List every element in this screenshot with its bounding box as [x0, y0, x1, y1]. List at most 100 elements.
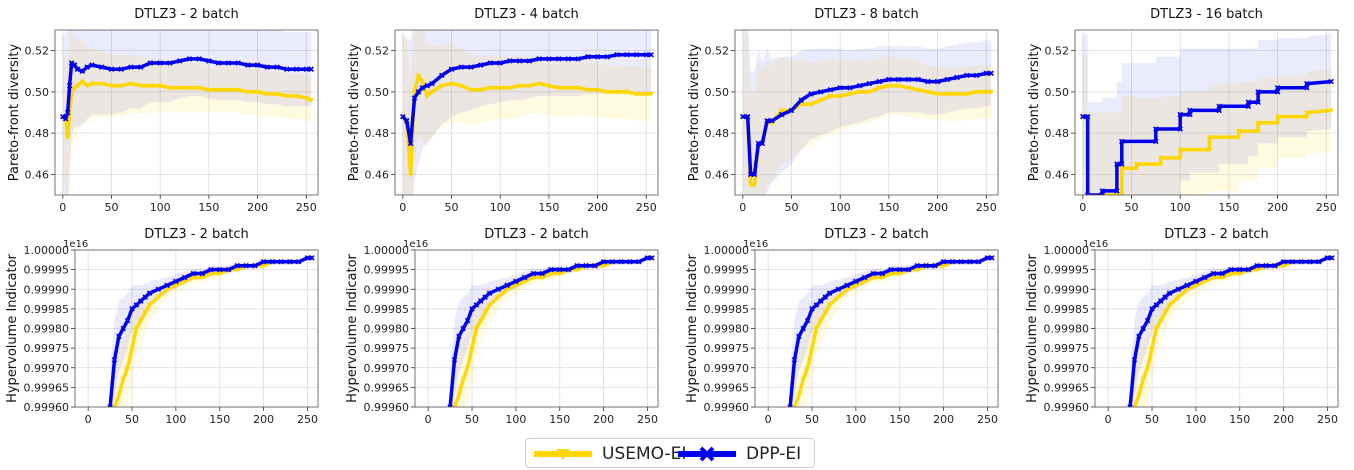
y-tick-label: 0.99975	[704, 342, 750, 355]
data-point	[478, 318, 484, 324]
data-point	[1145, 365, 1151, 371]
data-point	[415, 73, 421, 78]
data-point	[147, 60, 154, 66]
data-point	[469, 346, 475, 351]
confidence-band-dpp	[1082, 34, 1332, 195]
data-point	[1131, 405, 1138, 407]
series-layer	[447, 255, 655, 407]
data-point	[1153, 126, 1159, 132]
data-point	[847, 84, 853, 91]
data-point	[84, 64, 90, 70]
data-point	[594, 54, 601, 60]
legend-swatch-usemo	[534, 449, 592, 460]
data-point	[497, 60, 503, 66]
data-point	[1228, 266, 1234, 273]
y-tick-label: 0.99990	[1044, 283, 1090, 296]
data-point	[837, 84, 843, 91]
data-point	[914, 262, 921, 269]
y-tick-label: 0.99960	[1044, 401, 1090, 414]
data-point	[539, 270, 545, 277]
data-point	[468, 64, 474, 70]
data-point	[128, 64, 134, 70]
chart-panel-1: 0 50 100 150 200 250 0.46 0.48 0.50 0.52 DTLZ3 - 2…	[7, 7, 319, 214]
chart-panel-7: 0 50 100 150 200 250 0.99960 0.99965 0.99970 0.99…	[685, 227, 999, 426]
legend-swatch-dpp	[678, 446, 736, 462]
data-point	[287, 259, 293, 265]
x-tick-label: 150	[878, 201, 899, 214]
y-axis-label: Hypervolume Indicator	[685, 253, 700, 402]
data-point	[1255, 89, 1261, 95]
confidence-band-dpp	[402, 30, 652, 195]
data-point	[944, 76, 951, 83]
data-point	[649, 255, 655, 261]
x-tick-label: 150	[209, 413, 230, 426]
data-point	[504, 287, 510, 292]
data-point	[1133, 162, 1139, 167]
x-tick-label: 150	[198, 201, 219, 214]
data-point	[111, 357, 118, 363]
data-point	[419, 84, 426, 91]
data-point	[1245, 99, 1252, 105]
x-tick-label: 250	[297, 413, 318, 426]
data-point	[429, 80, 435, 87]
y-tick-label: 0.99975	[364, 342, 410, 355]
chart-panel-5: 0 50 100 150 200 250 0.99960 0.99965 0.99970 0.99…	[5, 227, 319, 426]
data-point	[1140, 377, 1146, 383]
data-point	[255, 89, 261, 95]
data-point	[585, 87, 591, 93]
y-tick-label: 0.99970	[24, 362, 70, 375]
data-point	[118, 83, 124, 89]
data-point	[128, 81, 134, 87]
data-point	[1184, 282, 1190, 289]
data-point	[473, 302, 480, 308]
data-point	[585, 54, 591, 60]
data-point	[129, 346, 135, 351]
data-point	[1187, 111, 1193, 118]
data-point	[438, 72, 445, 79]
data-point	[155, 286, 162, 293]
data-point	[539, 275, 545, 281]
data-point	[1328, 108, 1334, 114]
data-point	[1131, 357, 1138, 363]
data-point	[138, 83, 144, 89]
data-point	[624, 51, 630, 58]
data-point	[557, 271, 563, 277]
y-tick-label: 0.99975	[24, 342, 70, 355]
y-tick-label: 0.99970	[364, 362, 410, 375]
y-tick-label: 0.99965	[1044, 381, 1090, 394]
data-point	[415, 89, 422, 95]
data-point	[1254, 262, 1261, 269]
x-tick-label: 100	[490, 201, 511, 214]
data-point	[635, 259, 642, 265]
data-point	[1245, 103, 1252, 110]
x-tick-label: 0	[399, 201, 406, 214]
data-point	[879, 270, 885, 277]
data-point	[827, 94, 834, 99]
data-point	[870, 275, 877, 281]
y-offset-label: 1e16	[1083, 239, 1108, 250]
data-point	[65, 135, 71, 140]
data-point	[1275, 114, 1281, 120]
data-point	[451, 357, 458, 363]
x-tick-label: 200	[1273, 413, 1294, 426]
data-point	[456, 393, 462, 398]
data-point	[138, 298, 144, 304]
data-point	[1177, 126, 1183, 132]
data-point	[633, 91, 640, 97]
data-point	[530, 275, 537, 281]
data-point	[574, 267, 580, 273]
data-point	[1153, 138, 1159, 145]
data-point	[925, 89, 931, 95]
x-tick-label: 100	[150, 201, 171, 214]
data-point	[116, 393, 122, 398]
data-point	[137, 64, 144, 70]
data-point	[133, 302, 140, 308]
y-tick-label: 0.99995	[704, 264, 750, 277]
data-point	[1114, 188, 1120, 194]
data-point	[1149, 346, 1155, 351]
data-point	[835, 286, 842, 293]
data-point	[173, 278, 179, 285]
data-point	[600, 259, 607, 265]
data-point	[764, 117, 770, 124]
data-point	[407, 172, 414, 177]
